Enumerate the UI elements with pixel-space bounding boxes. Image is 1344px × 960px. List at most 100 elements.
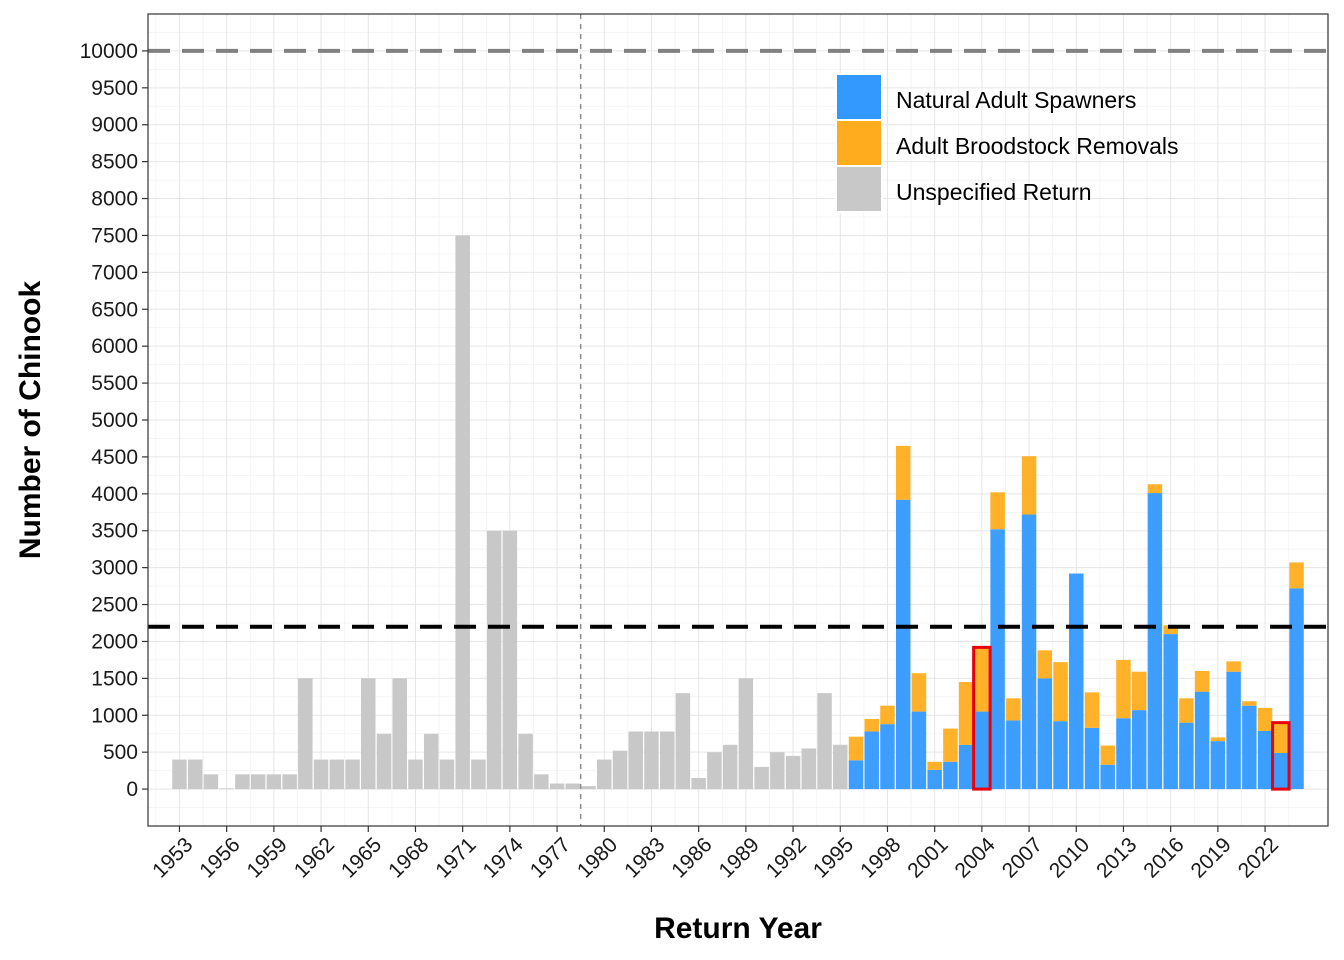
bar-natural-2002 bbox=[943, 761, 958, 790]
bar-broodstock-2020 bbox=[1226, 661, 1241, 672]
bar-natural-2011 bbox=[1084, 727, 1100, 790]
bar-natural-2010 bbox=[1069, 573, 1084, 790]
bar-unspecified-1993 bbox=[801, 748, 817, 790]
y-tick-label: 2500 bbox=[91, 594, 138, 617]
bar-unspecified-1985 bbox=[675, 693, 691, 790]
bar-unspecified-1989 bbox=[738, 678, 754, 790]
x-tick-label: 1953 bbox=[148, 833, 197, 882]
bar-unspecified-1978 bbox=[565, 783, 581, 790]
bar-natural-2017 bbox=[1179, 722, 1194, 790]
x-tick-label: 1959 bbox=[243, 833, 292, 882]
x-tick-label: 1995 bbox=[809, 833, 858, 882]
bar-broodstock-2018 bbox=[1194, 670, 1210, 692]
bar-broodstock-2000 bbox=[911, 673, 927, 712]
y-tick-label: 9500 bbox=[91, 77, 138, 100]
x-tick-label: 2019 bbox=[1187, 833, 1236, 882]
bar-broodstock-2008 bbox=[1037, 650, 1053, 679]
legend-key-natural bbox=[835, 73, 883, 121]
bar-unspecified-1990 bbox=[754, 766, 769, 790]
bar-unspecified-1987 bbox=[707, 752, 722, 790]
x-tick-label: 1956 bbox=[195, 833, 244, 882]
x-tick-label: 2010 bbox=[1045, 833, 1094, 882]
x-tick-label: 2016 bbox=[1139, 833, 1188, 882]
legend-key-unspecified bbox=[835, 165, 883, 213]
y-tick-label: 4500 bbox=[91, 446, 138, 469]
y-tick-label: 8500 bbox=[91, 151, 138, 174]
x-tick-label: 1989 bbox=[715, 833, 764, 882]
bar-unspecified-1957 bbox=[235, 774, 250, 790]
x-tick-label: 1974 bbox=[479, 833, 529, 883]
x-tick-label: 1971 bbox=[431, 833, 480, 882]
y-tick-label: 7500 bbox=[91, 224, 138, 247]
bar-natural-2003 bbox=[958, 744, 974, 790]
x-axis-title: Return Year bbox=[654, 912, 822, 945]
grid-minor bbox=[148, 14, 1328, 826]
bar-natural-2004 bbox=[974, 711, 990, 790]
bar-unspecified-1958 bbox=[250, 774, 266, 790]
bar-unspecified-1988 bbox=[722, 744, 738, 790]
bar-unspecified-1977 bbox=[549, 783, 565, 790]
bar-unspecified-1960 bbox=[282, 774, 297, 790]
y-tick-label: 7000 bbox=[91, 261, 138, 284]
bar-natural-2021 bbox=[1242, 705, 1257, 790]
legend-label-broodstock: Adult Broodstock Removals bbox=[896, 133, 1179, 159]
bar-broodstock-2022 bbox=[1257, 707, 1273, 731]
bar-unspecified-1968 bbox=[408, 759, 423, 790]
legend-label-unspecified: Unspecified Return bbox=[896, 179, 1092, 205]
bar-unspecified-1986 bbox=[691, 778, 706, 790]
bar-broodstock-2001 bbox=[927, 761, 942, 770]
bar-natural-2009 bbox=[1053, 721, 1068, 790]
bar-unspecified-1973 bbox=[486, 530, 502, 790]
reference-lines bbox=[148, 14, 1328, 826]
bar-broodstock-2019 bbox=[1210, 737, 1226, 742]
bar-natural-2007 bbox=[1021, 514, 1037, 790]
x-tick-label: 1980 bbox=[573, 833, 622, 882]
y-tick-label: 500 bbox=[103, 741, 138, 764]
bars bbox=[172, 235, 1304, 790]
x-tick-label: 1965 bbox=[337, 833, 386, 882]
bar-unspecified-1995 bbox=[833, 744, 848, 790]
legend: Natural Adult Spawners Adult Broodstock … bbox=[835, 73, 1179, 213]
bar-unspecified-1974 bbox=[502, 530, 518, 790]
x-tick-label: 1977 bbox=[526, 833, 575, 882]
grid-major bbox=[148, 14, 1328, 826]
bar-natural-2024 bbox=[1289, 588, 1304, 790]
y-tick-label: 1500 bbox=[91, 667, 138, 690]
bar-unspecified-1982 bbox=[628, 731, 643, 790]
bar-unspecified-1967 bbox=[392, 678, 407, 790]
bar-unspecified-1979 bbox=[581, 786, 596, 790]
highlight-box-2023 bbox=[1271, 721, 1291, 791]
bar-unspecified-1956 bbox=[219, 788, 234, 790]
y-tick-label: 4000 bbox=[91, 483, 138, 506]
bar-unspecified-1964 bbox=[345, 759, 360, 790]
bar-natural-2013 bbox=[1116, 718, 1131, 790]
y-tick-label: 3500 bbox=[91, 520, 138, 543]
bar-natural-1998 bbox=[880, 724, 895, 790]
bar-unspecified-1984 bbox=[659, 731, 675, 790]
highlight-boxes bbox=[972, 645, 1291, 791]
bar-natural-2020 bbox=[1226, 671, 1241, 790]
y-tick-label: 8000 bbox=[91, 188, 138, 211]
bar-natural-2023 bbox=[1273, 752, 1289, 790]
bar-broodstock-2012 bbox=[1100, 745, 1115, 765]
bar-unspecified-1965 bbox=[361, 678, 376, 790]
y-axis: 0 500 1000 1500 2000 2500 3000 3500 4000 4500 5000… bbox=[80, 40, 148, 801]
bar-unspecified-1966 bbox=[376, 733, 392, 790]
bar-unspecified-1954 bbox=[187, 759, 203, 790]
bar-unspecified-1992 bbox=[785, 755, 801, 790]
bar-unspecified-1971 bbox=[455, 235, 470, 790]
bar-unspecified-1980 bbox=[597, 759, 612, 790]
bar-broodstock-2024 bbox=[1289, 562, 1304, 589]
bar-unspecified-1975 bbox=[518, 733, 533, 790]
legend-key-broodstock bbox=[835, 119, 883, 167]
bar-natural-2018 bbox=[1194, 691, 1210, 790]
x-tick-label: 2007 bbox=[998, 833, 1047, 882]
bar-natural-2005 bbox=[990, 529, 1005, 790]
y-tick-label: 5000 bbox=[91, 409, 138, 432]
y-tick-label: 2000 bbox=[91, 630, 138, 653]
y-tick-label: 9000 bbox=[91, 114, 138, 137]
y-tick-label: 1000 bbox=[91, 704, 138, 727]
y-tick-label: 5500 bbox=[91, 372, 138, 395]
bar-unspecified-1969 bbox=[423, 733, 439, 790]
bar-broodstock-2004 bbox=[974, 647, 990, 712]
